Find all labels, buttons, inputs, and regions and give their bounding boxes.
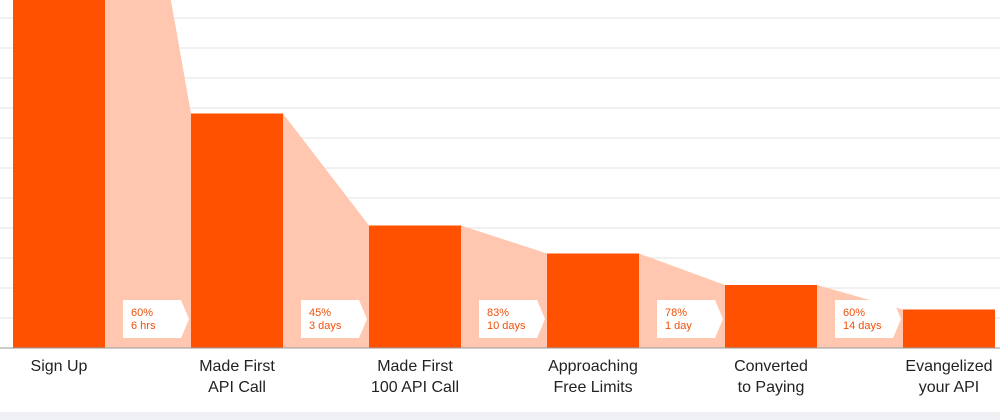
funnel-bar [725,285,817,348]
badge-arrow-shape [123,300,189,338]
category-label: Made First [199,358,275,375]
category-label: to Paying [738,379,805,396]
conversion-time: 6 hrs [131,320,156,332]
conversion-badge: 60%14 days [835,300,901,338]
funnel-connector [105,0,191,348]
conversion-badge: 83%10 days [479,300,545,338]
conversion-rate: 45% [309,307,331,319]
category-label: Free Limits [553,379,632,396]
funnel-bars [13,0,995,348]
funnel-bar [903,309,995,348]
conversion-rate: 60% [131,307,153,319]
conversion-badge: 45%3 days [301,300,367,338]
category-label: Approaching [548,358,638,375]
conversion-time: 14 days [843,320,882,332]
conversion-rate: 60% [843,307,865,319]
funnel-bar [191,113,283,348]
badge-arrow-shape [835,300,901,338]
funnel-bar [547,253,639,348]
conversion-badge: 78%1 day [657,300,723,338]
category-labels: Sign Up Made First API Call Made First 100 A… [31,358,993,396]
category-label: your API [919,379,979,396]
category-label: Made First [377,358,453,375]
category-label: Evangelized [905,358,992,375]
category-label: API Call [208,379,266,396]
conversion-time: 3 days [309,320,342,332]
category-label: Converted [734,358,808,375]
badge-arrow-shape [301,300,367,338]
footer-band [0,412,1000,420]
conversion-time: 10 days [487,320,526,332]
funnel-bar [13,0,105,348]
category-label: 100 API Call [371,379,459,396]
conversion-rate: 83% [487,307,509,319]
funnel-bar [369,225,461,348]
conversion-time: 1 day [665,320,692,332]
badge-arrow-shape [657,300,723,338]
funnel-connector [283,113,369,348]
badge-arrow-shape [479,300,545,338]
category-label: Sign Up [31,358,88,375]
conversion-rate: 78% [665,307,687,319]
conversion-badge: 60%6 hrs [123,300,189,338]
